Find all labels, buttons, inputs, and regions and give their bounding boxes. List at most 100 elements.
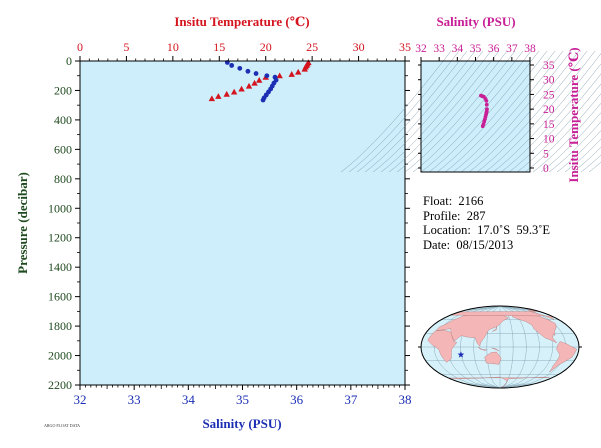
ts-contour-line <box>572 146 601 173</box>
main-profile-plot: 0 5 10 15 20 25 30 35 32 33 34 35 36 37 38 0 200 400 600… <box>15 14 412 431</box>
pressure-axis-title: Pressure (decibar) <box>15 172 30 274</box>
ts-temperature-axis-title: Insitu Temperature (℃) <box>566 47 581 182</box>
ts-contour-line <box>420 50 532 173</box>
map-landmass <box>491 347 500 352</box>
ts-x-tick-label: 35 <box>470 43 482 55</box>
ts-y-tick-label: 15 <box>543 119 555 131</box>
ts-diagram-plot: 32 33 34 35 36 37 38 0 5 10 15 20 25 30 35 Salinity (… <box>340 14 601 183</box>
map-meridian <box>433 306 501 388</box>
temperature-tick-label: 30 <box>353 40 365 54</box>
salinity-point <box>229 63 235 68</box>
salinity-point <box>237 65 243 71</box>
ts-plot-frame <box>420 60 531 173</box>
ts-contour-line <box>540 112 601 173</box>
ts-contour-line <box>340 50 452 173</box>
ts-contour-line <box>548 121 601 173</box>
ts-contour-line <box>404 50 516 173</box>
pressure-tick-label: 1600 <box>48 290 72 304</box>
main-tick-marks <box>75 56 410 390</box>
ts-contour-line <box>348 50 460 173</box>
salinity-point <box>253 71 259 76</box>
main-data-points <box>208 59 312 103</box>
salinity-tick-label: 32 <box>74 392 87 407</box>
ts-contour-line <box>364 50 476 173</box>
temperature-axis-title: Insitu Temperature (℃) <box>174 14 309 29</box>
salinity-tick-label: 34 <box>182 392 196 407</box>
map-landmass <box>512 313 557 344</box>
ts-salinity-tick-labels: 32 33 34 35 36 37 38 <box>415 43 536 55</box>
salinity-point <box>260 97 266 103</box>
profile-date: Date: 08/15/2013 <box>423 237 514 252</box>
temperature-point <box>215 93 222 99</box>
map-landmass <box>477 346 487 351</box>
ts-temperature-tick-labels: 0 5 10 15 20 25 30 35 <box>543 60 555 175</box>
temperature-tick-label: 15 <box>213 40 225 54</box>
ts-y-tick-label: 10 <box>543 134 555 146</box>
salinity-tick-label: 38 <box>399 392 412 407</box>
temperature-tick-labels: 0 5 10 15 20 25 30 35 <box>77 40 411 54</box>
ts-point <box>484 99 489 103</box>
temperature-tick-label: 25 <box>306 40 318 54</box>
ts-contour-line <box>556 130 601 173</box>
temperature-point <box>276 72 283 79</box>
pressure-tick-label: 2000 <box>48 349 72 363</box>
pressure-tick-label: 400 <box>54 113 72 127</box>
ts-x-tick-label: 38 <box>524 43 536 55</box>
map-landmass <box>492 326 497 332</box>
ts-tick-marks <box>418 57 534 169</box>
ts-x-tick-label: 32 <box>415 43 427 55</box>
ts-contour-line <box>476 50 588 173</box>
ts-plot-area <box>421 61 530 172</box>
temperature-tick-label: 10 <box>167 40 179 54</box>
map-landmass <box>484 351 502 365</box>
main-plot-area <box>80 61 405 385</box>
salinity-axis-title: Salinity (PSU) <box>202 416 281 431</box>
ts-contour-line <box>460 50 572 173</box>
ts-y-tick-label: 20 <box>543 104 555 116</box>
profile-number: Profile: 287 <box>423 208 486 223</box>
temperature-point <box>230 88 238 95</box>
map-landmass <box>450 309 555 321</box>
ts-contour-line <box>588 161 601 173</box>
ts-contour-line <box>396 50 508 173</box>
temperature-point <box>208 95 216 102</box>
pressure-tick-label: 600 <box>54 142 72 156</box>
ts-point <box>480 124 485 129</box>
pressure-tick-label: 1000 <box>48 201 72 215</box>
pressure-tick-label: 1200 <box>48 231 72 245</box>
temperature-point <box>256 76 263 83</box>
salinity-tick-label: 33 <box>128 392 141 407</box>
ts-point <box>484 102 489 107</box>
ts-contour-line <box>484 50 596 173</box>
ts-contour-line <box>500 63 601 173</box>
ts-y-tick-label: 35 <box>543 60 555 72</box>
map-landmass <box>448 376 550 388</box>
ts-contour-line <box>444 50 556 173</box>
salinity-tick-label: 37 <box>344 392 358 407</box>
salinity-point <box>245 68 251 74</box>
temperature-point <box>223 90 230 97</box>
pressure-tick-label: 1800 <box>48 319 72 333</box>
temperature-point <box>295 68 302 75</box>
salinity-tick-labels: 32 33 34 35 36 37 38 <box>74 392 412 407</box>
ts-contour-line <box>388 50 500 173</box>
float-id: Float: 2166 <box>423 194 484 208</box>
ts-contour-line <box>516 83 601 173</box>
map-landmass <box>435 312 509 347</box>
ts-y-tick-label: 25 <box>543 89 555 101</box>
ts-salinity-axis-title: Salinity (PSU) <box>436 14 515 29</box>
ts-y-tick-label: 30 <box>543 75 555 87</box>
ts-data-points <box>479 93 489 129</box>
ts-contour-line <box>508 73 601 173</box>
temperature-tick-label: 20 <box>260 40 272 54</box>
pressure-tick-label: 200 <box>54 83 72 97</box>
ts-contour-line <box>428 50 540 173</box>
pressure-tick-label: 2200 <box>48 378 72 392</box>
salinity-tick-label: 36 <box>290 392 304 407</box>
ts-contour-line <box>580 154 601 173</box>
ts-contour-line <box>468 50 580 173</box>
map-content <box>421 306 579 388</box>
pressure-tick-label: 800 <box>54 172 72 186</box>
temperature-point <box>288 71 295 77</box>
